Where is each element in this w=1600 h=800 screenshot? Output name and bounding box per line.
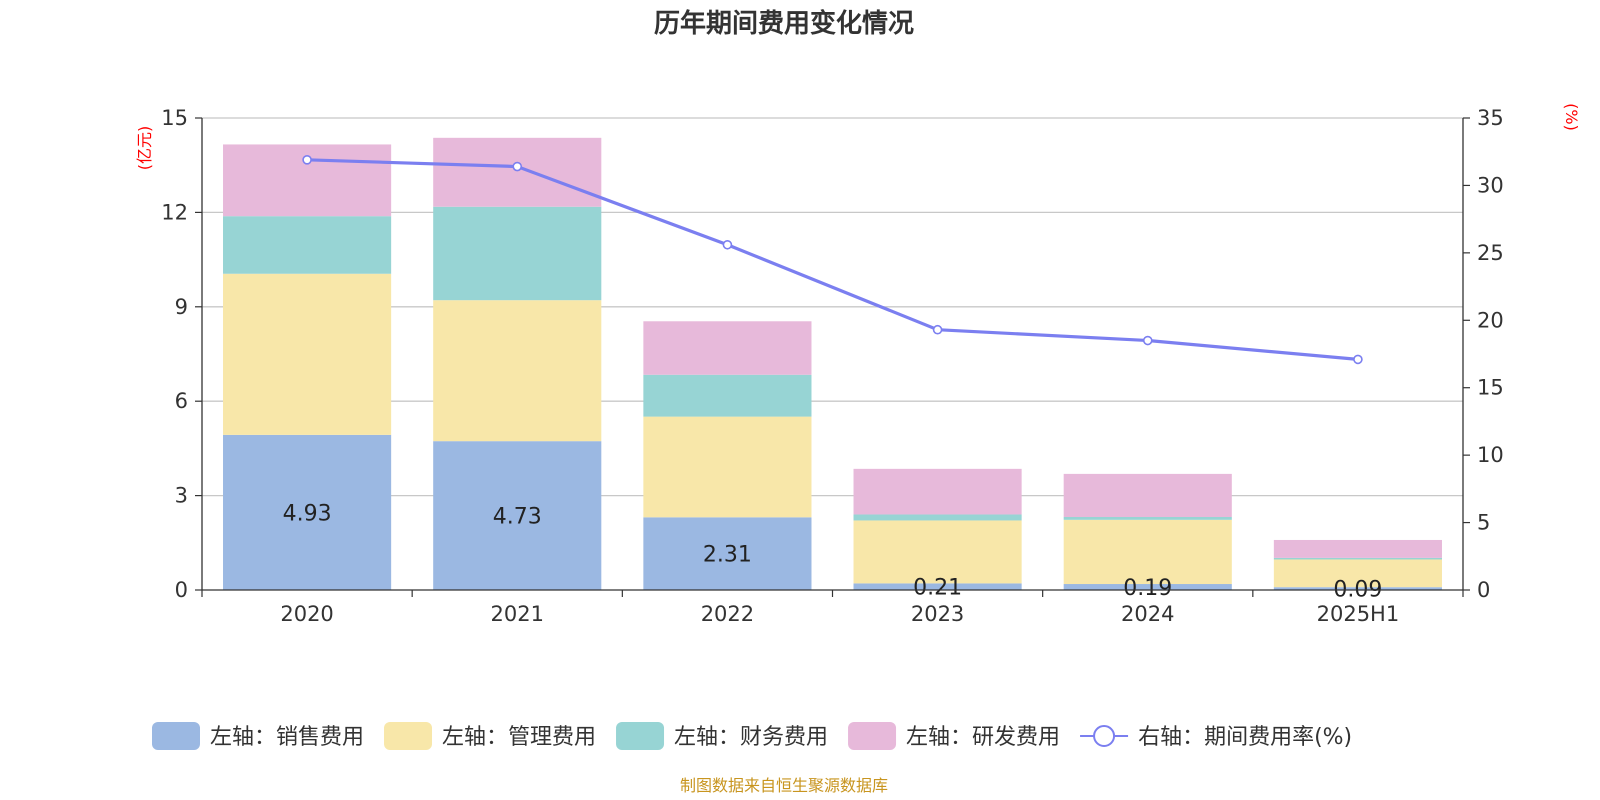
left-axis-tick-label: 9	[175, 295, 188, 319]
left-axis-unit: (亿元)	[135, 126, 154, 171]
bar-data-label: 2.31	[703, 543, 752, 568]
legend-swatch-3	[616, 722, 665, 750]
legend-label-2: 左轴：管理费用	[442, 725, 596, 750]
left-axis-tick-label: 0	[175, 578, 188, 602]
bar-segment-3	[433, 206, 602, 301]
bar-data-label: 4.93	[283, 501, 332, 526]
right-axis-tick-label: 5	[1477, 511, 1490, 535]
bar-segment-1	[1063, 584, 1232, 590]
x-axis-tick-label: 2020	[280, 602, 333, 626]
x-axis-tick-label: 2025H1	[1317, 602, 1400, 626]
bar-segment-1	[643, 517, 812, 590]
bar-segment-2	[433, 300, 602, 442]
bar-segment-1	[223, 434, 392, 590]
legend-label-4: 左轴：研发费用	[906, 725, 1060, 750]
bar-segment-3	[853, 514, 1022, 521]
bar-segment-3	[1063, 516, 1232, 520]
rate-point	[722, 239, 733, 250]
data-source-note: 制图数据来自恒生聚源数据库	[680, 776, 888, 795]
left-axis-tick-label: 3	[175, 484, 188, 508]
left-axis-tick-label: 6	[175, 389, 188, 413]
bar-segment-4	[433, 137, 602, 207]
legend-swatch-4	[848, 722, 897, 750]
bar-segment-3	[1273, 557, 1442, 560]
right-axis-tick-label: 25	[1477, 241, 1504, 265]
bar-data-label: 0.21	[913, 576, 962, 601]
legend-swatch-1	[152, 722, 200, 750]
right-axis-tick-label: 30	[1477, 173, 1504, 197]
bar-segment-1	[853, 583, 1022, 590]
legend-label-5: 右轴：期间费用率(%)	[1138, 725, 1352, 750]
legend: 左轴：销售费用 左轴：管理费用 左轴：财务费用 左轴：研发费用 右轴：期间费用率(%)	[152, 722, 1352, 750]
legend-swatch-2	[384, 722, 433, 750]
right-axis-tick-label: 35	[1477, 106, 1504, 130]
bar-segment-2	[643, 416, 812, 518]
bar-series	[223, 137, 1442, 590]
bar-segment-2	[223, 273, 392, 435]
x-axis-tick-label: 2023	[911, 602, 964, 626]
bar-segment-1	[433, 441, 602, 590]
bar-segment-4	[1273, 539, 1442, 558]
bar-segment-3	[643, 374, 812, 417]
legend-label-3: 左轴：财务费用	[674, 725, 828, 750]
right-axis-tick-label: 10	[1477, 443, 1504, 467]
bar-segment-4	[1063, 473, 1232, 517]
rate-point	[1353, 354, 1363, 365]
bar-segment-4	[643, 321, 812, 375]
right-axis-tick-label: 15	[1477, 376, 1504, 400]
rate-point	[932, 324, 943, 335]
bar-data-labels: 4.93 4.732.310.21 0.19 0.09	[283, 501, 1383, 602]
chart-title: 历年期间费用变化情况	[654, 8, 914, 39]
rate-point	[302, 155, 312, 165]
rate-point	[1142, 335, 1153, 346]
bar-segment-2	[853, 520, 1022, 584]
grid-lines	[202, 117, 1463, 497]
right-axis-tick-label: 0	[1477, 578, 1490, 602]
rate-line	[307, 158, 1359, 361]
bar-segment-1	[1273, 587, 1442, 590]
bar-segment-3	[223, 216, 392, 274]
axes: 0 3 6 9 12 15 0 5 10 15 20 25 30 35 2020 2021 2022 2023 20…	[161, 106, 1503, 626]
line-series	[302, 155, 1363, 365]
right-axis-tick-label: 20	[1477, 308, 1504, 332]
bar-segment-4	[853, 468, 1022, 515]
legend-point-marker	[1093, 725, 1116, 747]
left-axis-tick-label: 12	[161, 200, 188, 224]
x-axis-tick-label: 2021	[491, 602, 544, 626]
right-axis-unit: (%)	[1562, 103, 1581, 131]
bar-data-label: 0.19	[1123, 576, 1172, 601]
bar-segment-2	[1063, 519, 1232, 585]
x-axis-tick-label: 2022	[701, 602, 754, 626]
bar-segment-2	[1273, 559, 1442, 588]
x-axis-tick-label: 2024	[1121, 602, 1174, 626]
rate-point	[512, 161, 523, 172]
left-axis-tick-label: 15	[161, 106, 188, 130]
legend-label-1: 左轴：销售费用	[210, 725, 364, 750]
bar-data-label: 4.73	[493, 505, 542, 530]
